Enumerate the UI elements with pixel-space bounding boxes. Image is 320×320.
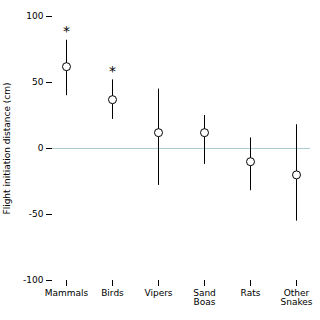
svg-text:100: 100: [26, 11, 43, 21]
svg-text:*: *: [109, 63, 116, 79]
svg-text:OtherSnakes: OtherSnakes: [280, 288, 312, 307]
svg-text:Rats: Rats: [241, 288, 261, 298]
svg-text:0: 0: [38, 143, 44, 153]
svg-text:50: 50: [32, 77, 44, 87]
svg-text:-50: -50: [29, 209, 44, 219]
svg-text:-100: -100: [23, 275, 44, 285]
svg-text:*: *: [63, 23, 70, 39]
svg-text:Birds: Birds: [101, 288, 124, 298]
svg-text:SandBoas: SandBoas: [193, 288, 216, 307]
svg-text:Mammals: Mammals: [45, 288, 89, 298]
svg-text:Vipers: Vipers: [144, 288, 172, 298]
svg-text:Flight initiation distance (cm: Flight initiation distance (cm): [2, 82, 12, 214]
